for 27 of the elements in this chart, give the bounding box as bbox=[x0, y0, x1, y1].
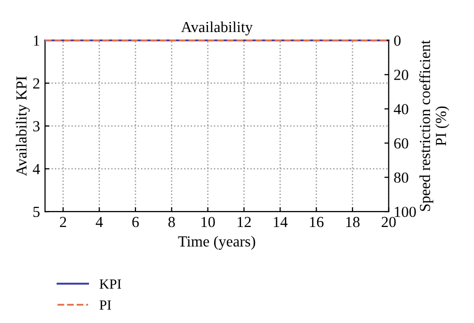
y-tick-label: 5 bbox=[33, 206, 40, 218]
y2-tick-label: 100 bbox=[394, 206, 416, 218]
x-tick-label: 18 bbox=[346, 216, 360, 228]
x-tick-label: 4 bbox=[96, 216, 103, 228]
x-tick-label: 12 bbox=[238, 216, 251, 228]
legend-label: KPI bbox=[100, 279, 122, 289]
y2-tick-label: 40 bbox=[394, 104, 408, 114]
x-tick-label: 10 bbox=[202, 216, 215, 228]
x-tick-label: 6 bbox=[132, 216, 139, 228]
y2-tick-label: 60 bbox=[394, 138, 408, 149]
x-axis-title: Time (years) bbox=[178, 236, 256, 250]
y-tick-label: 4 bbox=[32, 164, 40, 174]
y-axis-title: Availability KPI bbox=[16, 76, 30, 176]
y2-axis-title: Speed restriction coefficient PI (%) bbox=[419, 40, 450, 211]
y2-tick-label: 20 bbox=[394, 70, 408, 80]
x-tick-label: 14 bbox=[274, 216, 288, 228]
y-tick-label: 3 bbox=[33, 121, 40, 132]
chart-title: Availability bbox=[181, 21, 253, 36]
y2-tick-label: 0 bbox=[394, 36, 401, 46]
legend-label: PI bbox=[100, 300, 112, 310]
x-tick-label: 2 bbox=[60, 216, 66, 228]
x-tick-label: 20 bbox=[382, 216, 396, 228]
y-tick-label: 1 bbox=[34, 36, 40, 46]
x-tick-label: 16 bbox=[310, 216, 324, 228]
y2-tick-label: 80 bbox=[394, 172, 408, 183]
x-tick-label: 8 bbox=[168, 216, 175, 228]
y-tick-label: 2 bbox=[33, 78, 40, 88]
